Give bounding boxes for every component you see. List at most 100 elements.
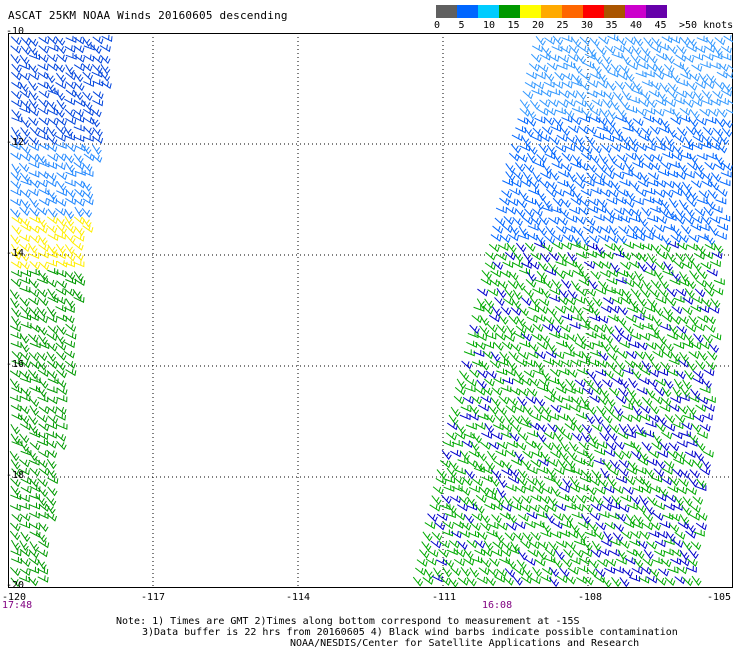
wind-barb xyxy=(680,64,691,75)
wind-barb xyxy=(37,575,49,583)
wind-barb xyxy=(65,143,77,153)
wind-barb xyxy=(481,548,493,557)
wind-barb xyxy=(567,125,579,134)
wind-barb xyxy=(612,288,624,297)
wind-barb xyxy=(516,199,528,209)
wind-barb xyxy=(630,252,642,261)
wind-barb xyxy=(645,420,657,428)
wind-barb xyxy=(38,468,50,477)
wind-barb xyxy=(642,558,654,567)
wind-barb xyxy=(621,414,633,423)
wind-barb xyxy=(19,459,30,468)
wind-barb xyxy=(569,557,581,565)
wind-barb xyxy=(602,180,614,189)
wind-barb xyxy=(704,324,716,333)
wind-barb xyxy=(500,306,512,316)
wind-barb xyxy=(594,486,606,495)
wind-barb xyxy=(508,351,519,361)
wind-barb xyxy=(631,126,643,136)
wind-barb xyxy=(624,71,635,83)
wind-barb xyxy=(20,224,32,232)
wind-barb xyxy=(506,559,517,570)
wind-barb xyxy=(491,503,504,511)
wind-barb xyxy=(507,397,518,407)
wind-barb xyxy=(83,54,95,62)
wind-barb xyxy=(613,162,625,171)
wind-barb xyxy=(36,276,48,284)
wind-barb xyxy=(618,423,629,435)
wind-barb xyxy=(55,199,67,207)
wind-barb xyxy=(651,198,663,206)
wind-barb xyxy=(691,575,702,586)
wind-barb xyxy=(11,307,22,318)
wind-barb xyxy=(436,558,448,566)
wind-barb xyxy=(522,252,533,263)
scale-swatch xyxy=(625,5,646,18)
wind-barb xyxy=(606,80,617,92)
wind-barb xyxy=(73,260,85,268)
wind-barb xyxy=(545,225,556,236)
wind-barb xyxy=(537,342,548,350)
wind-barb xyxy=(532,323,544,333)
wind-barb xyxy=(566,136,578,145)
wind-barb xyxy=(609,225,619,236)
wind-barb xyxy=(586,405,597,416)
wind-barb xyxy=(441,529,453,537)
wind-barb xyxy=(451,484,463,492)
wind-barb xyxy=(10,135,21,145)
wind-barb xyxy=(668,523,680,533)
wind-barb xyxy=(612,91,624,102)
wind-barb xyxy=(38,423,50,432)
wind-barb xyxy=(101,34,113,42)
wind-barb xyxy=(658,568,669,577)
wind-barb xyxy=(453,476,465,486)
wind-barb xyxy=(493,496,505,506)
wind-barb xyxy=(704,280,715,290)
wind-barb xyxy=(625,315,637,324)
wind-barb xyxy=(28,136,40,146)
wind-barb xyxy=(702,251,714,260)
wind-barb xyxy=(682,540,693,551)
wind-barb xyxy=(636,342,648,351)
wind-barb xyxy=(478,361,490,371)
wind-barb xyxy=(545,350,557,359)
wind-barb xyxy=(100,81,112,89)
wind-barb xyxy=(510,307,522,316)
wind-barb xyxy=(532,171,542,183)
wind-barb xyxy=(665,297,677,307)
wind-barb xyxy=(547,342,557,354)
wind-barb xyxy=(644,269,656,277)
wind-barb xyxy=(586,568,598,578)
wind-barb xyxy=(695,81,707,89)
wind-barb xyxy=(562,234,574,243)
wind-barb xyxy=(613,243,624,254)
scale-label: 40 xyxy=(630,20,643,31)
wind-barb xyxy=(571,154,582,165)
wind-barb xyxy=(511,133,523,142)
wind-barb xyxy=(501,424,513,433)
wind-barb xyxy=(578,441,590,451)
wind-barb xyxy=(704,161,716,171)
wind-barb xyxy=(502,178,514,187)
wind-barb xyxy=(643,549,654,560)
wind-barb xyxy=(516,315,526,327)
wind-barb xyxy=(525,71,538,80)
wind-barb xyxy=(65,64,75,75)
wind-barb xyxy=(697,233,709,241)
wind-barb xyxy=(606,396,616,408)
wind-barb xyxy=(434,522,446,531)
wind-barb xyxy=(656,53,668,61)
wind-barb xyxy=(644,107,656,115)
wind-barb xyxy=(545,513,555,524)
wind-barb xyxy=(696,478,707,489)
wind-barb xyxy=(631,442,642,453)
wind-barb xyxy=(557,170,570,178)
scale-label: 30 xyxy=(581,20,594,31)
wind-barb xyxy=(596,117,608,127)
wind-barb xyxy=(18,62,30,71)
wind-barb xyxy=(37,288,48,298)
wind-barb xyxy=(478,404,490,412)
wind-barb xyxy=(56,72,67,83)
wind-barb xyxy=(699,467,711,476)
wind-barb xyxy=(527,351,539,359)
